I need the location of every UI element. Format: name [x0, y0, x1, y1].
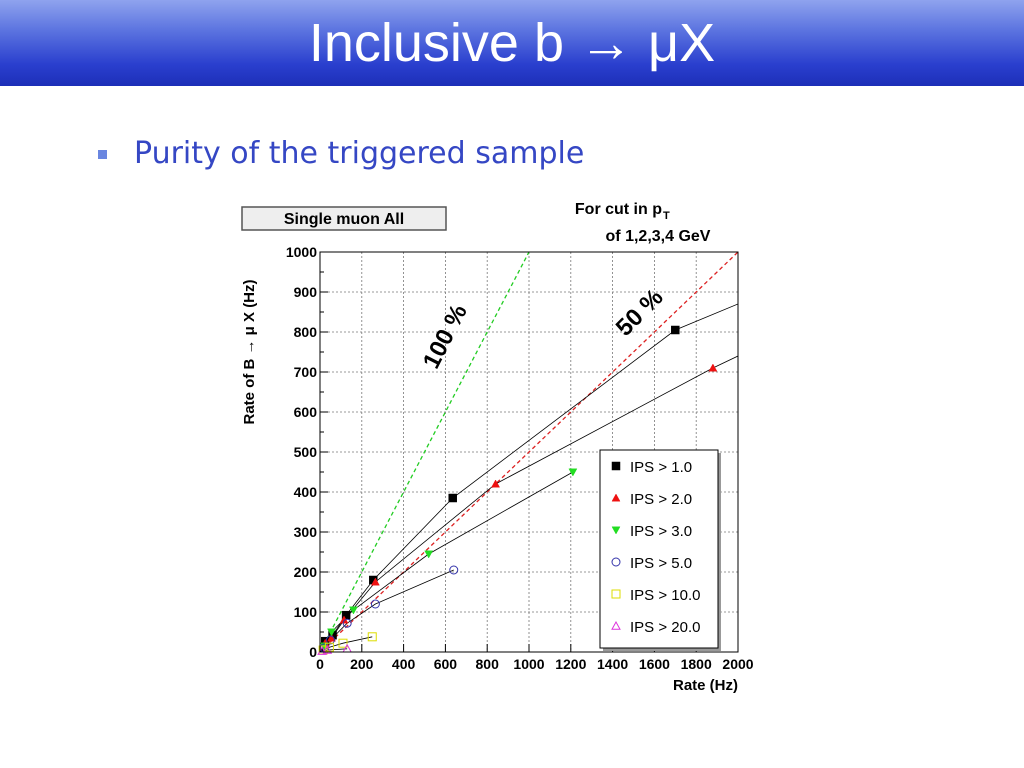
data-point-series-0 — [671, 325, 680, 335]
chart-title: Single muon All — [284, 211, 404, 228]
reference-line-1 — [320, 252, 738, 652]
y-tick-label: 600 — [294, 404, 318, 420]
bullet-square-icon — [98, 150, 107, 159]
data-point-series-4 — [338, 638, 348, 648]
data-point-series-1 — [370, 577, 380, 586]
legend-marker-1 — [611, 493, 621, 502]
legend: IPS > 1.0 IPS > 2.0 IPS > 3.0 IPS > 5.0 IPS … — [599, 449, 721, 651]
annotation-line-2: of 1,2,3,4 GeV — [606, 228, 711, 245]
reference-lines — [320, 252, 738, 652]
annotation-line-1: For cut in p — [575, 201, 662, 218]
data-point-series-2 — [424, 550, 434, 559]
data-point-series-4 — [367, 632, 377, 642]
data-point-series-5 — [322, 644, 333, 654]
x-tick-label: 1800 — [681, 656, 712, 672]
x-tick-label: 1600 — [639, 656, 670, 672]
chart-svg: Single muon All For cut in p T of 1,2,3,… — [241, 201, 754, 694]
data-point-series-2 — [349, 606, 358, 615]
slide-title: Inclusive b → μX — [308, 13, 716, 73]
x-tick-label: 1400 — [597, 656, 628, 672]
y-tick-label: 0 — [309, 644, 317, 660]
y-tick-label: 400 — [294, 484, 318, 500]
ref-label-100: 100 % — [418, 300, 473, 373]
data-points — [317, 325, 718, 655]
bullet-text: Purity of the triggered sample — [134, 136, 585, 171]
legend-marker-5 — [611, 620, 621, 630]
y-tick-label: 200 — [294, 564, 318, 580]
y-tick-label: 700 — [294, 364, 318, 380]
chart-title-box — [241, 206, 447, 231]
legend-label-4: IPS > 10.0 — [630, 587, 700, 604]
y-tick-label: 800 — [294, 324, 318, 340]
legend-label-5: IPS > 20.0 — [630, 619, 700, 636]
series-curve-4 — [320, 636, 373, 652]
title-bar: Inclusive b → μX — [0, 0, 1024, 86]
data-point-series-0 — [448, 493, 457, 503]
legend-label-0: IPS > 1.0 — [630, 459, 692, 476]
axis-ticks: 0 100 200 300 400 500 600 700 800 900 1000 0 200 400 6… — [286, 244, 754, 672]
data-point-series-4 — [324, 642, 334, 652]
x-tick-label: 1200 — [555, 656, 586, 672]
data-point-series-2 — [568, 468, 578, 477]
x-tick-label: 600 — [434, 656, 458, 672]
data-point-series-3 — [325, 635, 335, 645]
legend-marker-4 — [611, 589, 621, 599]
data-point-series-3 — [342, 618, 352, 628]
annotation-subscript: T — [663, 210, 670, 222]
x-tick-label: 2000 — [722, 656, 753, 672]
legend-marker-3 — [611, 557, 621, 567]
legend-box — [599, 449, 719, 649]
x-axis-label: Rate (Hz) — [673, 677, 738, 694]
data-point-series-3 — [370, 599, 380, 609]
data-point-series-3 — [449, 565, 459, 575]
chart: Single muon All For cut in p T of 1,2,3,… — [230, 192, 790, 712]
legend-label-1: IPS > 2.0 — [630, 491, 692, 508]
y-axis-label: Rate of B → μ X (Hz) — [241, 279, 258, 424]
legend-marker-2 — [611, 526, 621, 535]
x-tick-label: 1000 — [513, 656, 544, 672]
data-point-series-1 — [708, 363, 718, 372]
y-tick-label: 500 — [294, 444, 318, 460]
data-point-series-1 — [491, 479, 500, 488]
data-point-series-2 — [327, 628, 336, 637]
legend-marker-0 — [611, 461, 621, 471]
x-tick-label: 800 — [476, 656, 500, 672]
reference-line-0 — [320, 252, 530, 652]
series-curve-2 — [320, 471, 574, 652]
x-tick-label: 400 — [392, 656, 416, 672]
x-tick-label: 0 — [316, 656, 324, 672]
y-tick-label: 300 — [294, 524, 318, 540]
y-tick-label: 100 — [294, 604, 318, 620]
x-tick-label: 200 — [350, 656, 374, 672]
legend-label-3: IPS > 5.0 — [630, 555, 692, 572]
legend-label-2: IPS > 3.0 — [630, 523, 692, 540]
y-tick-label: 900 — [294, 284, 318, 300]
ref-label-50: 50 % — [611, 284, 669, 342]
y-tick-label: 1000 — [286, 244, 317, 260]
